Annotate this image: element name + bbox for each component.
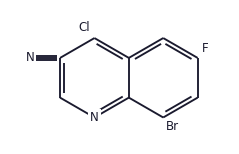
- Text: N: N: [90, 111, 99, 124]
- Text: N: N: [26, 51, 35, 64]
- Text: F: F: [202, 42, 208, 55]
- Text: Cl: Cl: [78, 21, 90, 34]
- Text: Br: Br: [166, 120, 179, 133]
